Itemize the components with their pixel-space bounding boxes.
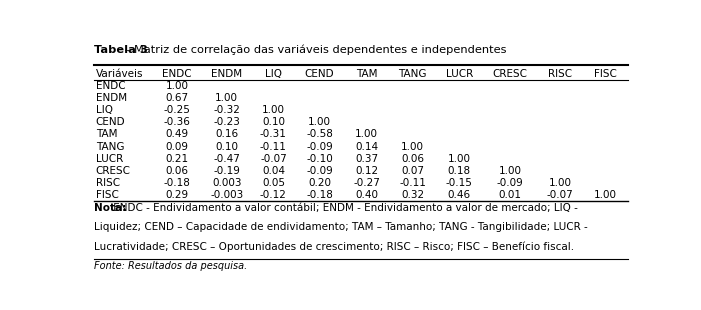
Text: 1.00: 1.00 [594,190,617,200]
Text: -0.09: -0.09 [306,166,333,175]
Text: 0.20: 0.20 [308,178,331,188]
Text: 0.10: 0.10 [262,117,285,127]
Text: 0.003: 0.003 [212,178,241,188]
Text: TANG: TANG [96,141,124,152]
Text: TAM: TAM [96,130,117,140]
Text: 0.14: 0.14 [355,141,378,152]
Text: FISC: FISC [594,69,617,79]
Text: 0.07: 0.07 [401,166,424,175]
Text: TANG: TANG [398,69,427,79]
Text: Lucratividade; CRESC – Oportunidades de crescimento; RISC – Risco; FISC – Benefí: Lucratividade; CRESC – Oportunidades de … [94,242,574,252]
Text: ENDC - Endividamento a valor contábil; ENDM - Endividamento a valor de mercado; : ENDC - Endividamento a valor contábil; E… [110,203,578,213]
Text: 0.49: 0.49 [165,130,189,140]
Text: -0.47: -0.47 [213,153,240,164]
Text: LUCR: LUCR [446,69,473,79]
Text: -0.36: -0.36 [164,117,191,127]
Text: 1.00: 1.00 [165,81,189,91]
Text: 0.05: 0.05 [262,178,285,188]
Text: -0.25: -0.25 [164,105,191,115]
Text: -0.11: -0.11 [260,141,287,152]
Text: RISC: RISC [96,178,120,188]
Text: CRESC: CRESC [493,69,528,79]
Text: 0.12: 0.12 [355,166,378,175]
Text: -0.10: -0.10 [306,153,333,164]
Text: 1.00: 1.00 [355,130,378,140]
Text: -0.09: -0.09 [306,141,333,152]
Text: Variáveis: Variáveis [96,69,143,79]
Text: 1.00: 1.00 [448,153,471,164]
Text: Fonte: Resultados da pesquisa.: Fonte: Resultados da pesquisa. [94,261,247,271]
Text: 1.00: 1.00 [498,166,522,175]
Text: 0.10: 0.10 [215,141,238,152]
Text: LUCR: LUCR [96,153,123,164]
Text: TAM: TAM [355,69,377,79]
Text: 0.37: 0.37 [355,153,378,164]
Text: -0.003: -0.003 [210,190,243,200]
Text: ENDC: ENDC [96,81,125,91]
Text: LIQ: LIQ [265,69,282,79]
Text: 1.00: 1.00 [262,105,285,115]
Text: – Matriz de correlação das variáveis dependentes e independentes: – Matriz de correlação das variáveis dep… [121,45,506,55]
Text: 0.09: 0.09 [165,141,189,152]
Text: 1.00: 1.00 [215,93,238,103]
Text: 1.00: 1.00 [401,141,424,152]
Text: 0.32: 0.32 [401,190,424,200]
Text: -0.07: -0.07 [547,190,573,200]
Text: 0.21: 0.21 [165,153,189,164]
Text: -0.58: -0.58 [306,130,333,140]
Text: -0.12: -0.12 [260,190,287,200]
Text: ENDM: ENDM [211,69,243,79]
Text: 1.00: 1.00 [549,178,571,188]
Text: Nota:: Nota: [94,203,126,213]
Text: -0.15: -0.15 [446,178,472,188]
Text: ENDM: ENDM [96,93,127,103]
Text: 0.04: 0.04 [262,166,285,175]
Text: 0.40: 0.40 [355,190,378,200]
Text: -0.27: -0.27 [353,178,380,188]
Text: -0.11: -0.11 [399,178,426,188]
Text: 0.06: 0.06 [401,153,424,164]
Text: -0.23: -0.23 [213,117,240,127]
Text: 0.16: 0.16 [215,130,238,140]
Text: RISC: RISC [548,69,572,79]
Text: LIQ: LIQ [96,105,113,115]
Text: -0.32: -0.32 [213,105,240,115]
Text: 0.29: 0.29 [165,190,189,200]
Text: CEND: CEND [96,117,125,127]
Text: -0.09: -0.09 [496,178,524,188]
Text: CRESC: CRESC [96,166,131,175]
Text: 0.06: 0.06 [165,166,189,175]
Text: -0.07: -0.07 [260,153,287,164]
Text: -0.31: -0.31 [260,130,287,140]
Text: CEND: CEND [305,69,334,79]
Text: 0.46: 0.46 [448,190,471,200]
Text: 0.67: 0.67 [165,93,189,103]
Text: FISC: FISC [96,190,118,200]
Text: -0.19: -0.19 [213,166,240,175]
Text: 0.18: 0.18 [448,166,471,175]
Text: Liquidez; CEND – Capacidade de endividamento; TAM – Tamanho; TANG - Tangibilidad: Liquidez; CEND – Capacidade de endividam… [94,222,588,232]
Text: -0.18: -0.18 [306,190,333,200]
Text: 0.01: 0.01 [498,190,522,200]
Text: ENDC: ENDC [163,69,192,79]
Text: -0.18: -0.18 [164,178,191,188]
Text: 1.00: 1.00 [308,117,331,127]
Text: Tabela 3: Tabela 3 [94,45,148,55]
